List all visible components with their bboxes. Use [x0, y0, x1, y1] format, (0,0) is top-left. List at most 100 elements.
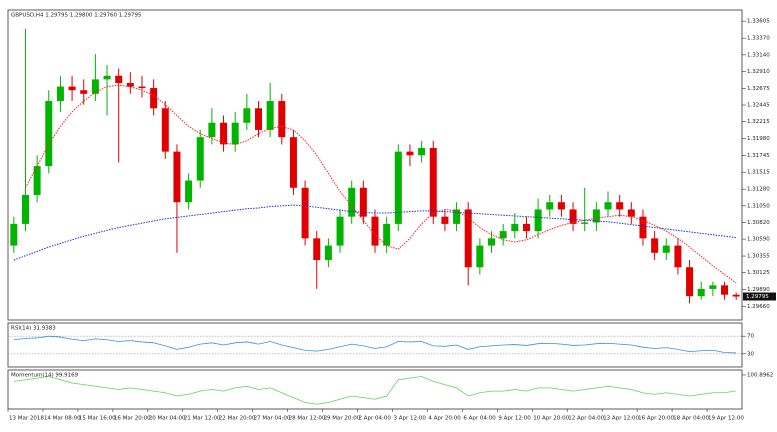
- candle-body: [196, 137, 204, 181]
- symbol-header: GBPUSD,H4 1.29795 1.29800 1.29760 1.2979…: [11, 13, 142, 19]
- candle-body: [243, 108, 251, 123]
- y-tick-label: 1.31515: [747, 170, 770, 176]
- candle-body: [534, 209, 542, 232]
- candle-body: [488, 238, 496, 246]
- candle-body: [173, 151, 181, 203]
- candle-body: [383, 223, 391, 246]
- candle-body: [80, 90, 88, 94]
- y-tick-label: 70: [747, 334, 754, 340]
- last-price-label: 1.29795: [746, 294, 769, 300]
- price-panel: [7, 9, 743, 321]
- candle-body: [441, 216, 449, 224]
- candle-body: [91, 79, 99, 94]
- y-tick-label: 1.31980: [747, 136, 770, 142]
- candle-body: [394, 151, 402, 224]
- x-tick-label: 18 Apr 04:00: [673, 416, 709, 422]
- candle-body: [546, 202, 554, 210]
- y-tick-label: 1.31050: [747, 203, 770, 209]
- candle-body: [464, 209, 472, 268]
- candle-body: [208, 122, 216, 138]
- candle-body: [651, 238, 659, 253]
- y-tick-label: 1.30820: [747, 220, 770, 226]
- x-tick-label: 22 Mar 20:00: [219, 416, 256, 422]
- y-tick-label: 30: [747, 351, 754, 357]
- x-tick-label: 16 Mar 20:00: [114, 416, 151, 422]
- candle-body: [627, 209, 635, 217]
- x-tick-label: 14 Mar 08:00: [44, 416, 81, 422]
- candle-body: [126, 82, 134, 87]
- candle-body: [406, 151, 414, 156]
- candle-body: [686, 267, 694, 297]
- x-tick-label: 29 Mar 20:00: [324, 416, 361, 422]
- momentum-panel: [7, 369, 743, 410]
- candle-body: [429, 148, 437, 217]
- candle-body: [348, 187, 356, 217]
- candle-body: [10, 223, 18, 246]
- candle-body: [569, 209, 577, 224]
- candle-body: [359, 187, 367, 217]
- y-tick-label: 1.30590: [747, 237, 770, 243]
- momentum-header: Momentum(14) 99.9169: [11, 373, 79, 379]
- candle-body: [185, 180, 193, 203]
- candle-body: [557, 202, 565, 210]
- candle-body: [697, 288, 705, 297]
- x-tick-label: 4 Apr 20:00: [428, 416, 461, 422]
- candle-body: [709, 285, 717, 289]
- y-tick-label: 1.32215: [747, 119, 770, 125]
- candle-body: [604, 202, 612, 210]
- y-tick-label: 1.33140: [747, 52, 770, 58]
- candle-body: [231, 122, 239, 145]
- candle-body: [21, 194, 29, 224]
- candle-body: [418, 148, 426, 156]
- candle-body: [278, 101, 286, 138]
- x-tick-label: 20 Mar 04:00: [149, 416, 186, 422]
- candle-body: [371, 216, 379, 246]
- candle-body: [592, 209, 600, 223]
- y-tick-label: 1.31745: [747, 153, 770, 159]
- candle-body: [161, 108, 169, 152]
- candle-body: [138, 86, 146, 89]
- x-tick-label: 3 Apr 12:00: [393, 416, 426, 422]
- rsi-panel: [7, 322, 743, 368]
- candle-body: [68, 86, 76, 91]
- candle-body: [499, 231, 507, 239]
- candle-body: [616, 202, 624, 210]
- candle-body: [639, 216, 647, 239]
- indicator-line: [13, 335, 737, 354]
- y-tick-label: 1.32445: [747, 103, 770, 109]
- candle-body: [662, 245, 670, 253]
- rsi-header: RSI(14) 31.9383: [11, 326, 56, 332]
- x-tick-label: 15 Mar 16:00: [79, 416, 116, 422]
- candle-body: [289, 137, 297, 188]
- candle-body: [732, 294, 740, 297]
- y-tick-label: 1.32910: [747, 69, 770, 75]
- x-tick-label: 2 Apr 04:00: [359, 416, 392, 422]
- y-tick-label: 1.31280: [747, 187, 770, 193]
- x-tick-label: 13 Apr 12:00: [603, 416, 639, 422]
- y-tick-label: 1.33605: [747, 19, 770, 25]
- candle-body: [266, 101, 274, 130]
- x-tick-label: 10 Apr 20:00: [533, 416, 569, 422]
- indicator-line: [13, 204, 737, 261]
- candle-body: [220, 122, 228, 145]
- candle-body: [254, 108, 262, 130]
- y-tick-label: 1.32675: [747, 86, 770, 92]
- x-tick-label: 9 Apr 12:00: [498, 416, 531, 422]
- candle-body: [324, 245, 332, 261]
- candle-body: [150, 88, 158, 109]
- x-tick-label: 6 Apr 04:00: [463, 416, 496, 422]
- x-tick-label: 16 Apr 20:00: [638, 416, 674, 422]
- indicator-line: [25, 84, 737, 284]
- y-tick-label: 1.33370: [747, 36, 770, 42]
- indicator-line: [13, 376, 737, 405]
- candle-body: [336, 216, 344, 246]
- x-tick-label: 28 Mar 12:00: [289, 416, 326, 422]
- candle-body: [674, 245, 682, 268]
- x-tick-label: 12 Apr 04:00: [568, 416, 604, 422]
- candle-body: [103, 75, 111, 80]
- candle-body: [721, 285, 729, 295]
- y-tick-label: 1.29660: [747, 304, 770, 310]
- y-tick-label: 1.30125: [747, 270, 770, 276]
